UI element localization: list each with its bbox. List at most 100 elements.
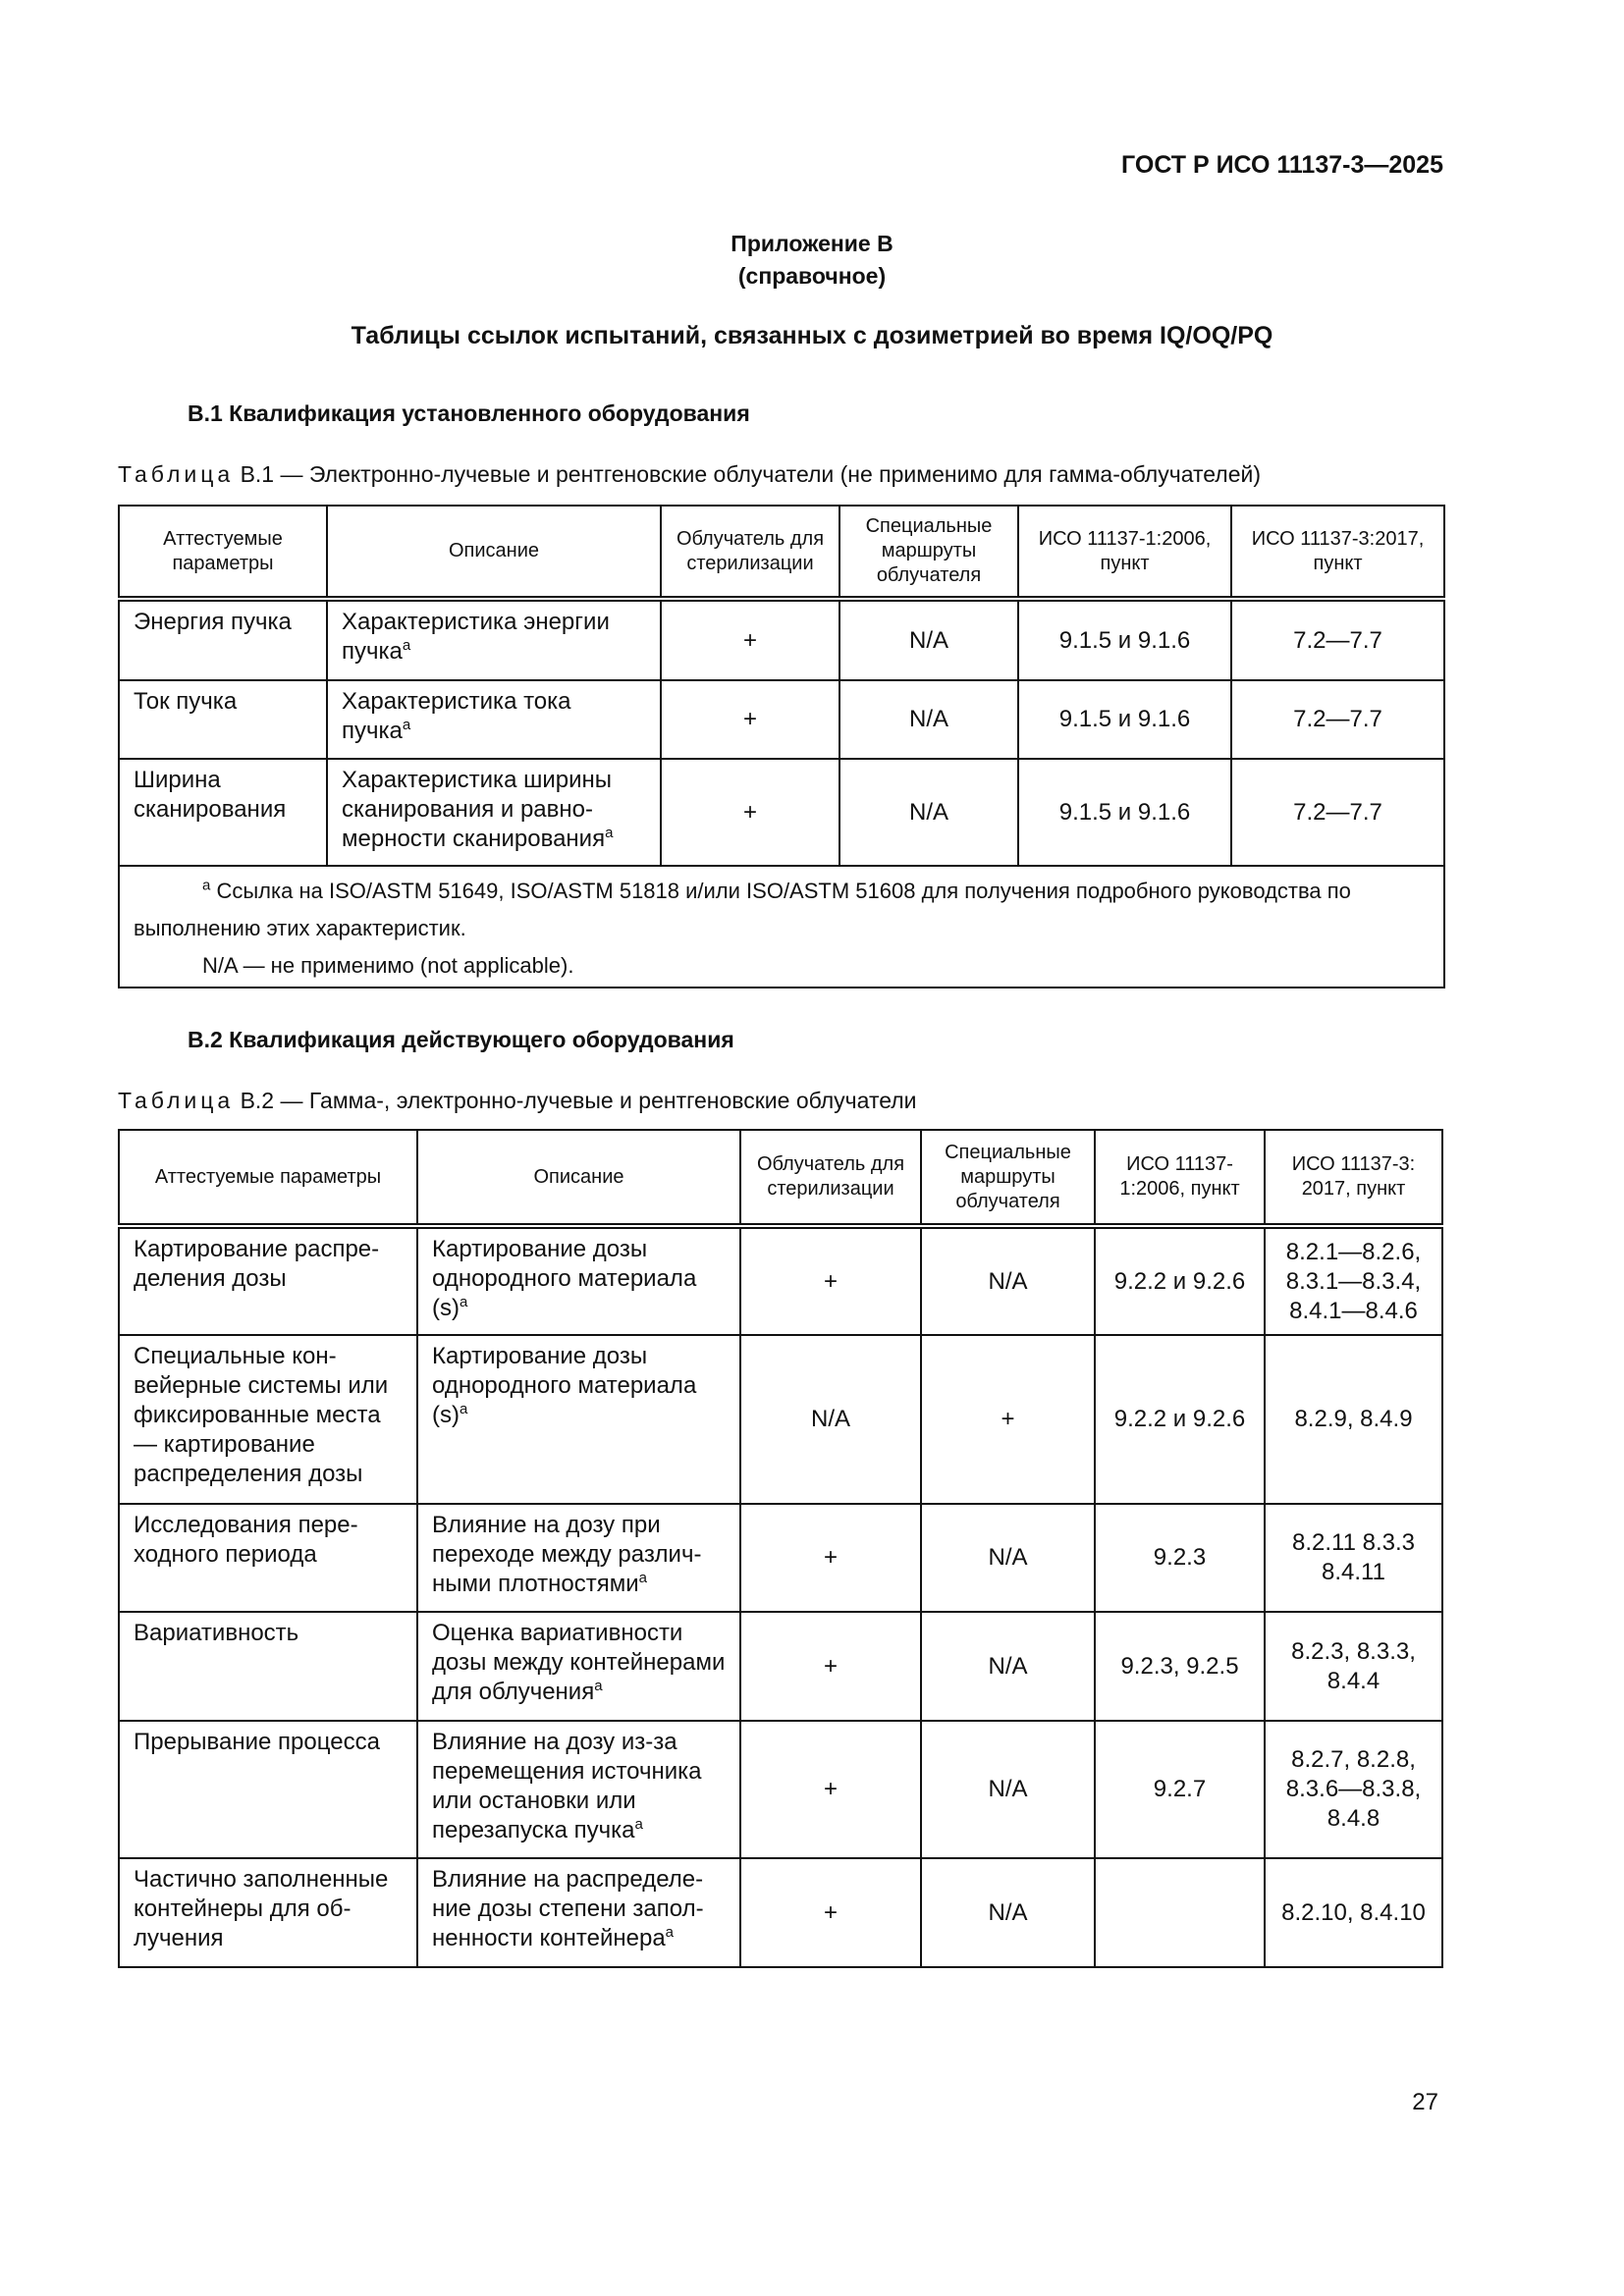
footnote-ref: a: [459, 1294, 468, 1310]
value-cell: 7.2—7.7: [1230, 679, 1445, 760]
cell-text: 8.2.7, 8.2.8, 8.3.6—8.3.8, 8.4.8: [1285, 1746, 1422, 1832]
value-cell: +: [660, 758, 840, 867]
column-header: Специальные маршруты облучателя: [920, 1129, 1096, 1227]
caption-text: В.1 — Электронно-лучевые и рентгеновские…: [234, 461, 1262, 487]
value-cell: +: [739, 1225, 922, 1336]
column-header: Описание: [416, 1129, 741, 1227]
cell-text: +: [742, 626, 757, 654]
page-number: 27: [1412, 2089, 1438, 2115]
value-cell: 7.2—7.7: [1230, 598, 1445, 681]
cell-text: 9.1.5 и 9.1.6: [1058, 626, 1191, 654]
table-header-row: Аттестуемые параметры Описание Облучатель …: [118, 505, 1445, 600]
value-cell: +: [739, 1720, 922, 1859]
parameter-cell: Ширина сканирования: [118, 758, 328, 867]
description-cell: Характеристика тока пучкаa: [326, 679, 662, 760]
annex-label: Приложение В (справочное): [0, 228, 1624, 293]
parameter-cell: Картирование распре­деления дозы: [118, 1225, 418, 1336]
description-cell: Влияние на дозу из-за перемещения источн…: [416, 1720, 741, 1859]
table-header-row: Аттестуемые параметры Описание Облучатель …: [118, 1129, 1443, 1227]
annex-title: Приложение В: [731, 231, 893, 256]
value-cell: 8.2.7, 8.2.8, 8.3.6—8.3.8, 8.4.8: [1264, 1720, 1443, 1859]
cell-text: N/A: [908, 706, 948, 732]
parameter-cell: Частично заполненные контейнеры для об­л…: [118, 1857, 418, 1968]
description-cell: Картирование дозы однородного материала …: [416, 1334, 741, 1505]
cell-text: 9.1.5 и 9.1.6: [1058, 798, 1191, 826]
cell-text: Картирование дозы однородного материала …: [432, 1236, 697, 1321]
parameter-cell: Ток пучка: [118, 679, 328, 760]
footnote-ref: a: [605, 825, 614, 841]
cell-text: 8.2.10, 8.4.10: [1281, 1898, 1426, 1926]
table-row: Прерывание процесса Влияние на дозу из-за…: [118, 1720, 1443, 1859]
column-header: Специальные маршруты облучателя: [839, 505, 1019, 600]
description-cell: Картирование дозы однородного материала …: [416, 1225, 741, 1336]
caption-prefix: Таблица: [118, 1088, 235, 1113]
caption-text: В.2 — Гамма-, электронно-лучевые и рентг…: [234, 1088, 917, 1113]
value-cell: 8.2.1—8.2.6, 8.3.1—8.3.4, 8.4.1—8.4.6: [1264, 1225, 1443, 1336]
column-header: ИСО 11137-3: 2017, пункт: [1264, 1129, 1443, 1227]
value-cell: 8.2.11 8.3.3 8.4.11: [1264, 1503, 1443, 1613]
cell-text: 8.2.11 8.3.3 8.4.11: [1292, 1529, 1415, 1585]
footnote-ref: a: [402, 717, 411, 733]
table-1-caption: Таблица В.1 — Электронно-лучевые и рентг…: [118, 461, 1261, 488]
annex-heading: Таблицы ссылок испытаний, связанных с до…: [351, 322, 1273, 349]
cell-text: 7.2—7.7: [1293, 626, 1382, 654]
description-cell: Влияние на дозу при переходе между разли…: [416, 1503, 741, 1613]
cell-text: 9.2.2 и 9.2.6: [1113, 1267, 1246, 1295]
cell-text: N/A: [988, 1652, 1028, 1680]
cell-text: +: [742, 798, 757, 826]
cell-text: 9.2.7: [1153, 1776, 1207, 1802]
footnote-ref: a: [459, 1401, 468, 1417]
footnote-ref: a: [634, 1816, 643, 1833]
cell-text: N/A: [908, 798, 948, 826]
cell-text: Влияние на дозу при переходе между разли…: [432, 1512, 702, 1597]
cell-text: Характеристика энергии пучка: [342, 609, 610, 665]
value-cell: 9.2.3: [1094, 1503, 1266, 1613]
table-row: Специальные кон­вейерные системы или фик…: [118, 1334, 1443, 1505]
cell-text: 8.2.1—8.2.6, 8.3.1—8.3.4, 8.4.1—8.4.6: [1285, 1238, 1422, 1324]
cell-text: Частично заполненные контейнеры для об­л…: [134, 1866, 389, 1951]
cell-text: 9.2.2 и 9.2.6: [1113, 1406, 1246, 1432]
cell-text: Специальные кон­вейерные системы или фик…: [134, 1343, 389, 1487]
cell-text: 7.2—7.7: [1293, 706, 1382, 732]
table-row: Исследования пере­ходного периода Влияние…: [118, 1503, 1443, 1613]
cell-text: 7.2—7.7: [1293, 798, 1382, 826]
value-cell: N/A: [920, 1611, 1096, 1722]
footnote-mark: a: [202, 877, 211, 894]
parameter-cell: Специальные кон­вейерные системы или фик…: [118, 1334, 418, 1505]
value-cell: N/A: [839, 758, 1019, 867]
footnote-row: a Ссылка на ISO/ASTM 51649, ISO/ASTM 518…: [118, 865, 1445, 988]
footnote-ref: a: [594, 1678, 603, 1694]
value-cell: 9.1.5 и 9.1.6: [1017, 758, 1232, 867]
value-cell: 8.2.10, 8.4.10: [1264, 1857, 1443, 1968]
table-row: Частично заполненные контейнеры для об­л…: [118, 1857, 1443, 1968]
description-cell: Оценка вариативности дозы между контейне…: [416, 1611, 741, 1722]
value-cell: N/A: [920, 1857, 1096, 1968]
footnote-ref: a: [402, 637, 411, 654]
cell-text: Ширина сканирования: [134, 767, 287, 823]
parameter-cell: Исследования пере­ходного периода: [118, 1503, 418, 1613]
footnote-a: a Ссылка на ISO/ASTM 51649, ISO/ASTM 518…: [134, 873, 1434, 947]
value-cell: +: [739, 1503, 922, 1613]
column-header: ИСО 11137-1:2006, пункт: [1017, 505, 1232, 600]
cell-text: N/A: [988, 1898, 1028, 1926]
cell-text: +: [823, 1267, 838, 1295]
cell-text: 8.2.3, 8.3.3, 8.4.4: [1291, 1637, 1416, 1694]
cell-text: Прерывание процесса: [134, 1729, 380, 1755]
table-row: Картирование распре­деления дозы Картиров…: [118, 1225, 1443, 1336]
section-2-heading: В.2 Квалификация действующего оборудован…: [188, 1027, 734, 1052]
footnote-text: Ссылка на ISO/ASTM 51649, ISO/ASTM 51818…: [134, 879, 1351, 940]
column-header: ИСО 11137-1:2006, пункт: [1094, 1129, 1266, 1227]
description-cell: Влияние на распределе­ние дозы степени з…: [416, 1857, 741, 1968]
footnote-ref: a: [665, 1924, 675, 1941]
value-cell: N/A: [839, 679, 1019, 760]
column-header: Облучатель для стерилизации: [660, 505, 840, 600]
value-cell: N/A: [920, 1225, 1096, 1336]
cell-text: Влияние на дозу из-за перемещения источн…: [432, 1729, 702, 1843]
cell-text: Картирование распре­деления дозы: [134, 1236, 380, 1292]
cell-text: Влияние на распределе­ние дозы степени з…: [432, 1866, 704, 1951]
description-cell: Характеристика ширины сканирования и рав…: [326, 758, 662, 867]
cell-text: 9.2.3: [1153, 1544, 1207, 1571]
parameter-cell: Прерывание процесса: [118, 1720, 418, 1859]
cell-text: N/A: [988, 1776, 1028, 1802]
value-cell: 9.2.3, 9.2.5: [1094, 1611, 1266, 1722]
